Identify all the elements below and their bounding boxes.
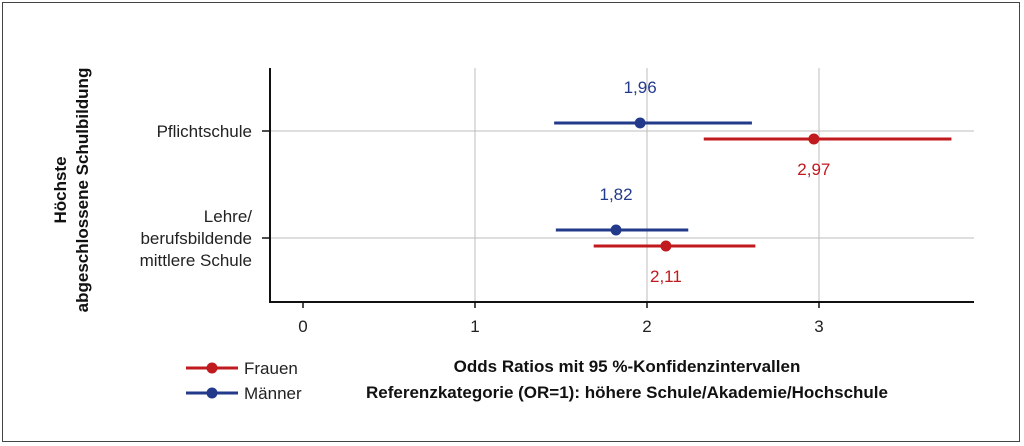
category-label-0-line-1: Pflichtschule	[157, 122, 252, 141]
x-tick-label-0: 0	[298, 317, 307, 336]
axes-layer: 0 1 2 3 Pflichtschule Lehre/berufsbildende mit…	[140, 68, 974, 336]
point-männer-1	[610, 224, 622, 236]
point-frauen-1	[660, 240, 672, 252]
x-tick-label-1: 1	[470, 317, 479, 336]
legend-label-maenner: Männer	[244, 384, 302, 403]
marks-layer: 2,97 2,11 1,96 1,82	[554, 78, 952, 286]
x-tick-label-2: 2	[642, 317, 651, 336]
x-tick-label-3: 3	[814, 317, 823, 336]
category-label-1-line-1: Lehre/	[204, 207, 252, 226]
legend-label-frauen: Frauen	[244, 359, 298, 378]
chart-subtitle: Referenzkategorie (OR=1): höhere Schule/…	[366, 383, 888, 402]
legend-dot-frauen	[206, 362, 218, 374]
legend-dot-maenner	[206, 387, 218, 399]
point-frauen-0	[808, 133, 820, 145]
x-axis-title: Odds Ratios mit 95 %-Konfidenzintervalle…	[454, 357, 801, 376]
value-label-frauen-1: 2,11	[650, 267, 682, 286]
y-axis-title: Höchste abgeschlossene Schulbildung	[51, 68, 92, 313]
value-label-männer-1: 1,82	[599, 185, 632, 204]
category-label-1-line-2: berufsbildende	[140, 229, 252, 248]
grid-layer	[270, 68, 974, 302]
legend-item-maenner: Männer	[186, 384, 302, 403]
value-label-frauen-0: 2,97	[797, 160, 830, 179]
value-label-männer-0: 1,96	[624, 78, 657, 97]
y-axis-title-line-1: Höchste	[51, 156, 70, 223]
category-label-1-line-3: mittlere Schule	[140, 251, 252, 270]
point-männer-0	[634, 117, 646, 129]
legend: Frauen Männer	[186, 359, 302, 403]
y-axis-title-line-2: abgeschlossene Schulbildung	[73, 68, 92, 313]
legend-item-frauen: Frauen	[186, 359, 298, 378]
